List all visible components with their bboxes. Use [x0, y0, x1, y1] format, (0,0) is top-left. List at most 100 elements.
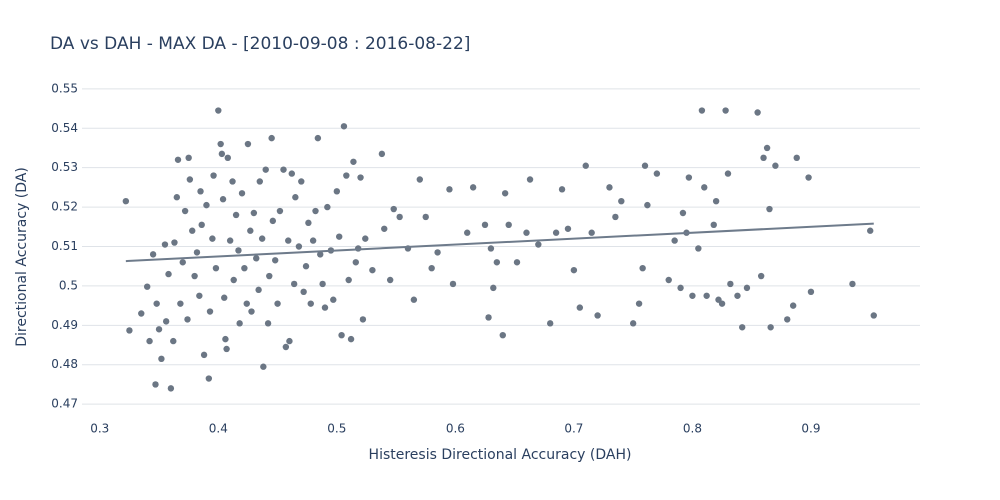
point [162, 318, 170, 325]
point [205, 375, 213, 382]
point [191, 272, 198, 280]
point [582, 162, 589, 169]
point [181, 207, 189, 215]
point [197, 188, 204, 195]
point [152, 381, 159, 388]
point [760, 154, 767, 162]
point [226, 237, 234, 244]
point [485, 314, 492, 321]
point [350, 158, 357, 165]
point [734, 292, 741, 299]
point [223, 345, 230, 353]
x-tick-label: 0.5 [327, 422, 346, 436]
point [570, 266, 578, 274]
point [629, 320, 637, 327]
point [639, 264, 646, 272]
point [243, 300, 250, 307]
point [362, 235, 369, 242]
point [449, 280, 457, 288]
point [256, 178, 263, 185]
point [784, 316, 791, 323]
point [321, 304, 329, 311]
point [499, 331, 506, 339]
point [722, 107, 729, 114]
point [170, 337, 177, 345]
point [198, 221, 205, 229]
x-tick-label: 0.3 [90, 422, 109, 436]
point [298, 178, 305, 185]
x-tick-label: 0.8 [683, 422, 702, 436]
x-tick-label: 0.9 [801, 422, 820, 436]
point [703, 292, 710, 299]
point [230, 276, 237, 284]
point [312, 207, 319, 215]
point [698, 107, 706, 114]
x-tick-label: 0.4 [209, 422, 228, 436]
point [149, 251, 157, 258]
point [153, 300, 160, 307]
point [319, 280, 326, 288]
point [381, 225, 388, 232]
point [612, 213, 619, 221]
point [232, 211, 240, 219]
point [274, 300, 281, 307]
point [177, 300, 184, 307]
point [295, 243, 303, 250]
point [805, 174, 812, 181]
point [695, 245, 702, 252]
point [165, 270, 172, 278]
point [359, 316, 367, 323]
y-tick-label: 0.52 [51, 200, 78, 214]
point [186, 176, 194, 183]
point [200, 351, 208, 359]
point [481, 221, 489, 229]
point [260, 363, 267, 370]
point [203, 201, 210, 209]
x-tick-label: 0.6 [446, 422, 465, 436]
point [126, 327, 133, 334]
point [469, 184, 477, 191]
point [300, 288, 307, 296]
point [526, 176, 534, 183]
point [446, 186, 453, 193]
point [523, 229, 530, 236]
point [317, 251, 324, 258]
point [184, 316, 191, 323]
point [369, 266, 376, 274]
point [513, 259, 521, 266]
point [206, 308, 214, 315]
point [302, 263, 310, 270]
point [546, 320, 554, 327]
point [212, 264, 220, 272]
point [264, 320, 272, 327]
y-axis-title: Directional Accuracy (DA) [14, 167, 30, 347]
point [179, 259, 186, 266]
point [763, 144, 771, 152]
point [386, 276, 394, 284]
point [352, 259, 360, 266]
point [710, 221, 717, 229]
point [155, 326, 163, 333]
point [422, 213, 429, 221]
y-tick-label: 0.51 [51, 239, 78, 253]
point [314, 134, 322, 142]
point [292, 194, 299, 201]
y-tick-label: 0.5 [59, 278, 78, 292]
x-tick-label: 0.7 [564, 422, 583, 436]
y-tick-label: 0.54 [51, 121, 78, 135]
point [558, 186, 566, 193]
point [870, 312, 877, 319]
point [564, 225, 572, 232]
y-tick-label: 0.53 [51, 160, 78, 174]
point [644, 201, 651, 209]
point [635, 300, 643, 307]
y-tick-label: 0.47 [51, 397, 78, 411]
point [161, 241, 169, 248]
point [618, 197, 625, 205]
point [229, 178, 236, 185]
x-axis-title: Histeresis Directional Accuracy (DAH) [369, 447, 632, 463]
point [146, 337, 153, 345]
point [767, 324, 774, 331]
point [167, 385, 175, 392]
